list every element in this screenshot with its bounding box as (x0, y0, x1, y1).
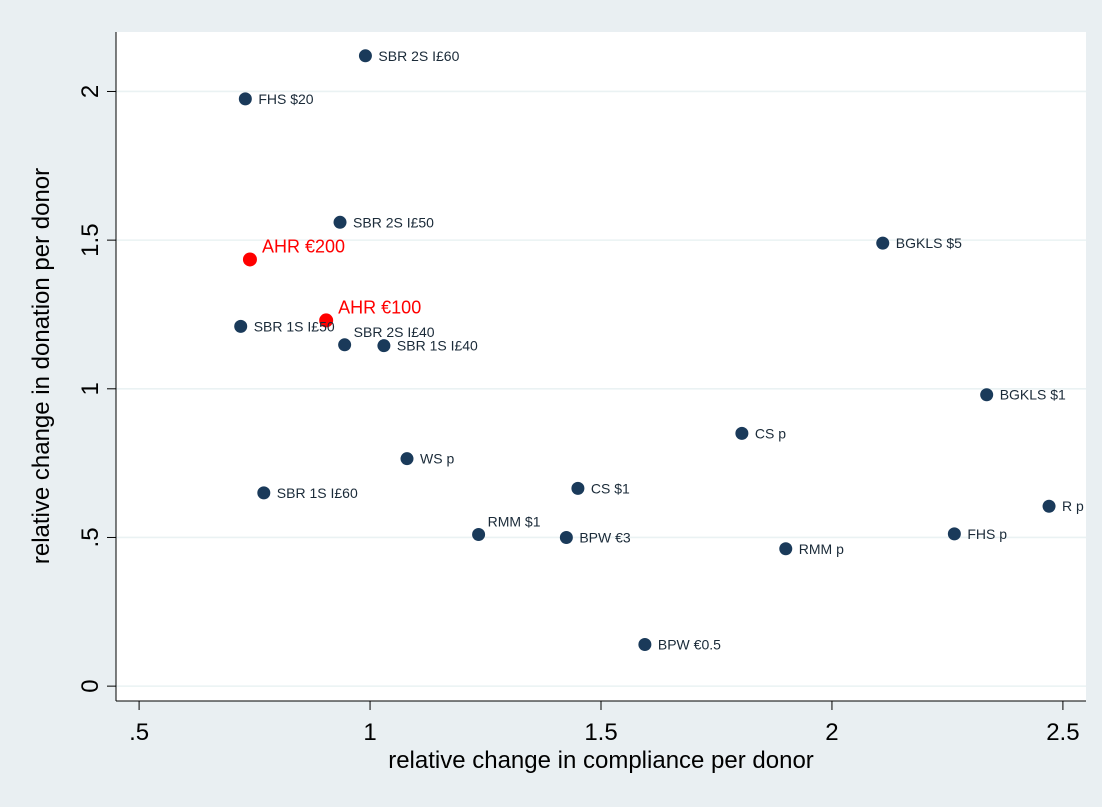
data-point (400, 452, 414, 466)
point-label: SBR 1S I£60 (277, 485, 358, 501)
point-label: WS p (420, 451, 454, 467)
point-label: RMM $1 (488, 513, 541, 529)
data-point (559, 530, 573, 544)
data-point (234, 319, 248, 333)
highlighted-data-point (242, 252, 257, 267)
data-point (779, 542, 793, 556)
point-label: CS $1 (591, 480, 630, 496)
y-tick-label: 1.5 (77, 223, 104, 256)
y-axis-ticks: 0 .5 1 1.5 2 (77, 85, 116, 693)
grid-lines (116, 90, 1086, 687)
x-tick-label: .5 (129, 719, 149, 746)
x-tick-label: 2 (825, 719, 838, 746)
highlighted-point-label: AHR €200 (262, 236, 345, 256)
y-tick-label: 1 (77, 382, 104, 395)
x-axis-ticks: .5 1 1.5 2 2.5 (129, 701, 1080, 746)
y-tick-label: 2 (77, 85, 104, 98)
x-tick-label: 2.5 (1046, 719, 1079, 746)
data-point (358, 49, 372, 63)
plot-area (116, 32, 1086, 701)
data-point (338, 338, 352, 352)
x-tick-label: 1 (363, 719, 376, 746)
point-label: SBR 1S I£50 (254, 318, 335, 334)
point-label: SBR 2S I£60 (378, 48, 459, 64)
data-point (980, 388, 994, 402)
data-point (735, 426, 749, 440)
data-point (571, 481, 585, 495)
point-label: BGKLS $5 (896, 235, 962, 251)
data-point (377, 339, 391, 353)
data-points: SBR 2S I£60 FHS $20 SBR 2S I£50 AHR €200 AHR… (234, 48, 1084, 653)
point-label: SBR 1S I£40 (397, 338, 478, 354)
data-point (638, 638, 652, 652)
point-label: BGKLS $1 (1000, 387, 1066, 403)
point-label: RMM p (799, 541, 844, 557)
point-label: R p (1062, 498, 1084, 514)
x-tick-label: 1.5 (584, 719, 617, 746)
data-point (257, 486, 271, 500)
highlighted-point-label: AHR €100 (338, 297, 421, 317)
point-label: FHS p (967, 526, 1007, 542)
point-label: SBR 2S I£40 (354, 324, 435, 340)
data-point (1042, 499, 1056, 513)
point-label: FHS $20 (258, 91, 313, 107)
y-tick-label: 0 (77, 679, 104, 692)
point-label: CS p (755, 425, 786, 441)
point-label: BPW €0.5 (658, 637, 721, 653)
y-axis-title: relative change in donation per donor (28, 168, 55, 564)
data-point (238, 92, 252, 106)
y-tick-label: .5 (77, 527, 104, 547)
point-label: BPW €3 (579, 529, 631, 545)
x-axis-title: relative change in compliance per donor (388, 747, 814, 774)
data-point (947, 527, 961, 541)
highlighted-data-point (319, 313, 334, 328)
data-point (472, 527, 486, 541)
data-point (333, 215, 347, 229)
data-point (876, 236, 890, 250)
point-label: SBR 2S I£50 (353, 214, 434, 230)
